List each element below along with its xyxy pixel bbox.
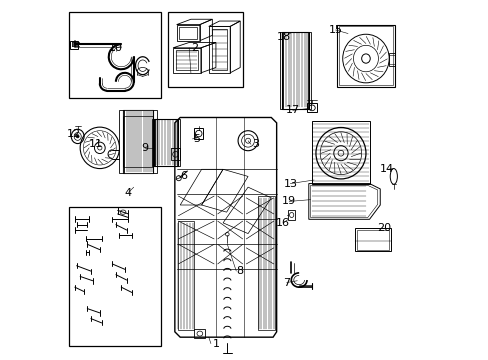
- Bar: [282, 32, 308, 109]
- Text: 1: 1: [212, 339, 219, 348]
- Bar: [123, 111, 153, 173]
- Bar: [388, 55, 394, 64]
- Text: 18: 18: [276, 32, 290, 42]
- Bar: [70, 41, 78, 49]
- Ellipse shape: [76, 135, 79, 138]
- Bar: [179, 27, 197, 39]
- Bar: [194, 329, 205, 338]
- Bar: [356, 230, 388, 249]
- Text: 2: 2: [190, 43, 198, 53]
- Bar: [176, 50, 198, 70]
- Bar: [73, 43, 78, 45]
- Text: 4: 4: [124, 188, 132, 198]
- Text: 14: 14: [380, 164, 394, 174]
- Text: 19: 19: [282, 197, 296, 206]
- Text: 7: 7: [283, 278, 289, 288]
- Bar: [177, 119, 180, 166]
- Bar: [280, 32, 282, 109]
- Bar: [306, 103, 316, 112]
- Bar: [177, 221, 194, 330]
- Bar: [337, 24, 394, 87]
- Bar: [123, 111, 153, 116]
- Bar: [312, 121, 369, 184]
- Bar: [69, 12, 160, 98]
- Bar: [119, 111, 123, 173]
- Bar: [211, 29, 227, 70]
- Bar: [208, 26, 230, 73]
- Bar: [173, 48, 201, 73]
- Bar: [176, 24, 200, 41]
- Text: 10: 10: [109, 43, 122, 53]
- Bar: [171, 148, 180, 160]
- Bar: [307, 32, 310, 109]
- Bar: [167, 12, 242, 87]
- Text: 13: 13: [284, 179, 297, 189]
- Text: 3: 3: [251, 139, 258, 149]
- Text: 6: 6: [180, 171, 187, 181]
- Text: 8: 8: [236, 266, 244, 276]
- Text: 5: 5: [192, 134, 200, 144]
- Text: 20: 20: [376, 223, 390, 233]
- Bar: [123, 167, 153, 173]
- Text: 16: 16: [276, 218, 289, 228]
- Bar: [354, 228, 390, 251]
- Bar: [258, 196, 274, 330]
- Bar: [288, 210, 294, 220]
- Text: 17: 17: [285, 105, 299, 115]
- Bar: [388, 53, 394, 66]
- Bar: [154, 119, 177, 166]
- Text: 9: 9: [142, 143, 148, 153]
- Bar: [152, 111, 157, 173]
- Bar: [152, 119, 155, 166]
- Text: 12: 12: [66, 129, 81, 139]
- Bar: [339, 26, 392, 85]
- Bar: [69, 207, 160, 346]
- Text: 11: 11: [89, 139, 103, 149]
- Text: 15: 15: [328, 25, 342, 35]
- Bar: [194, 128, 203, 139]
